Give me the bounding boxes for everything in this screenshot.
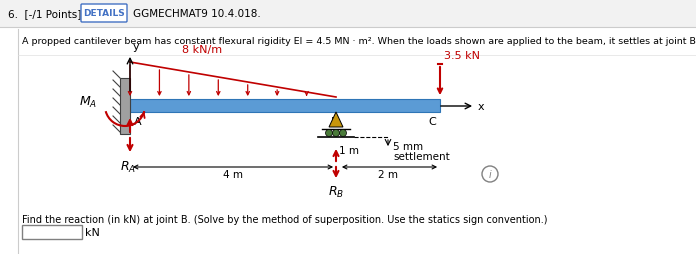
Text: 1 m: 1 m	[339, 146, 359, 155]
Circle shape	[333, 130, 340, 137]
Polygon shape	[329, 113, 343, 128]
Text: $R_B$: $R_B$	[328, 184, 344, 199]
Bar	[0, 0, 696, 28]
Text: 5 mm: 5 mm	[393, 141, 423, 151]
Text: DETAILS: DETAILS	[83, 9, 125, 19]
Text: $R_A$: $R_A$	[120, 159, 136, 174]
Text: y: y	[133, 42, 140, 52]
Text: C: C	[428, 117, 436, 126]
Bar	[130, 100, 440, 113]
Text: settlement: settlement	[393, 151, 450, 161]
Text: 2 m: 2 m	[378, 169, 398, 179]
FancyBboxPatch shape	[81, 5, 127, 23]
Text: 4 m: 4 m	[223, 169, 243, 179]
Text: 6.  [-/1 Points]: 6. [-/1 Points]	[8, 9, 81, 19]
Text: 3.5 kN: 3.5 kN	[444, 51, 480, 61]
Text: $M_A$: $M_A$	[79, 94, 97, 109]
Text: x: x	[478, 102, 484, 112]
Circle shape	[326, 130, 333, 137]
Text: B: B	[331, 117, 339, 126]
Text: A: A	[134, 117, 141, 126]
Bar	[120, 79, 130, 134]
Text: A propped cantilever beam has constant flexural rigidity EI = 4.5 MN · m². When : A propped cantilever beam has constant f…	[22, 36, 696, 45]
Text: GGMECHMAT9 10.4.018.: GGMECHMAT9 10.4.018.	[133, 9, 261, 19]
Circle shape	[340, 130, 347, 137]
Text: kN: kN	[85, 227, 100, 237]
FancyBboxPatch shape	[22, 225, 82, 239]
Text: i: i	[489, 169, 491, 179]
Text: Find the reaction (in kN) at joint B. (Solve by the method of superposition. Use: Find the reaction (in kN) at joint B. (S…	[22, 214, 548, 224]
Text: 8 kN/m: 8 kN/m	[182, 45, 222, 55]
